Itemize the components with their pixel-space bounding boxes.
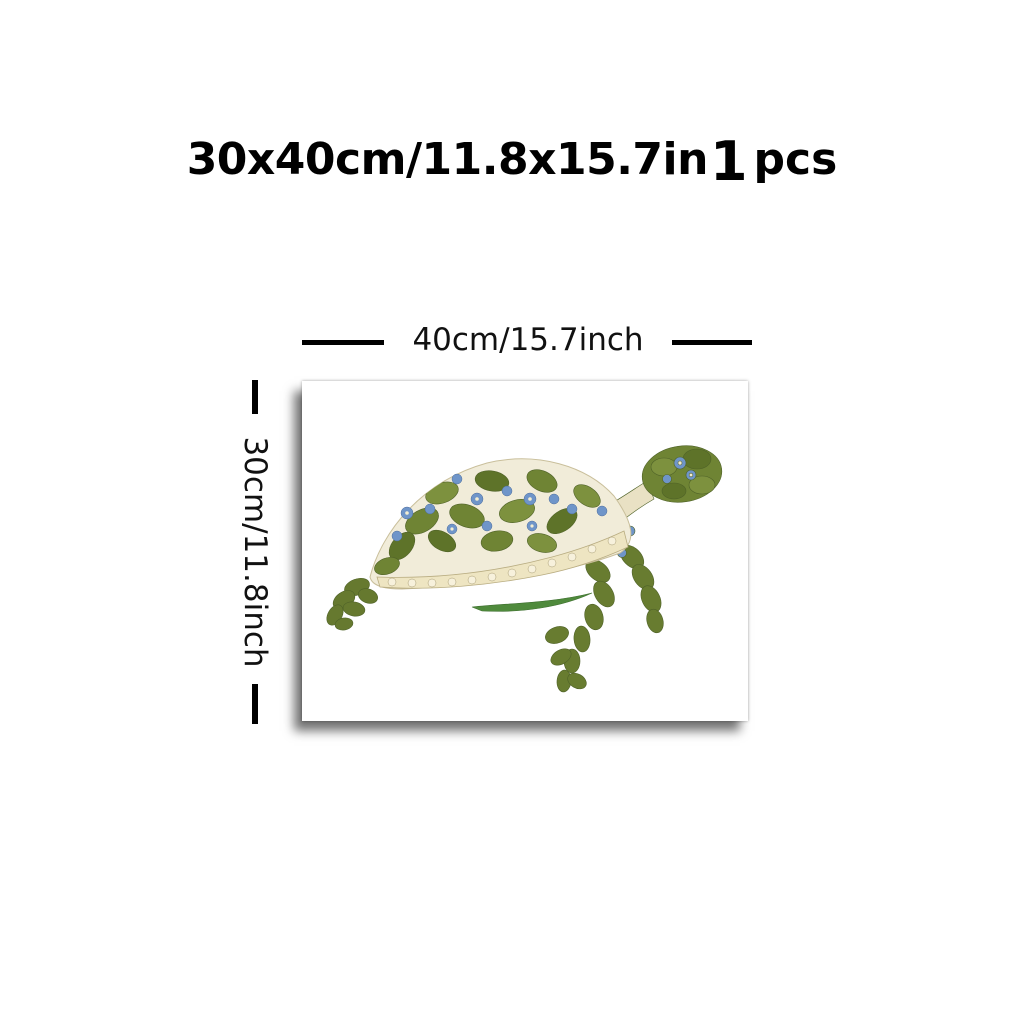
rear-flipper — [326, 577, 378, 631]
width-label: 40cm/15.7inch — [412, 322, 644, 358]
width-line-left — [302, 340, 384, 345]
quantity-number: 1 — [709, 130, 748, 193]
flower-centers — [405, 497, 534, 531]
height-line-top — [252, 380, 258, 414]
size-headline: 30x40cm/11.8x15.7in1 pcs — [0, 130, 1024, 193]
canvas-print — [302, 381, 748, 721]
shell-rim-band — [376, 530, 629, 589]
blue-flowers — [391, 473, 608, 542]
height-label: 30cm/11.8inch — [237, 436, 273, 668]
seagrass-blade — [471, 592, 593, 612]
rim-flowers — [387, 536, 617, 588]
height-dimension: 30cm/11.8inch — [232, 378, 278, 726]
width-dimension: 40cm/15.7inch — [300, 318, 756, 364]
head — [601, 445, 723, 530]
size-text: 30x40cm/11.8x15.7in — [186, 134, 709, 185]
height-line-bottom — [252, 684, 258, 724]
quantity-unit: pcs — [753, 134, 838, 185]
shell-mosaic — [374, 469, 601, 576]
sea-turtle-icon — [326, 445, 723, 693]
front-flipper — [545, 525, 664, 693]
width-line-right — [672, 340, 752, 345]
